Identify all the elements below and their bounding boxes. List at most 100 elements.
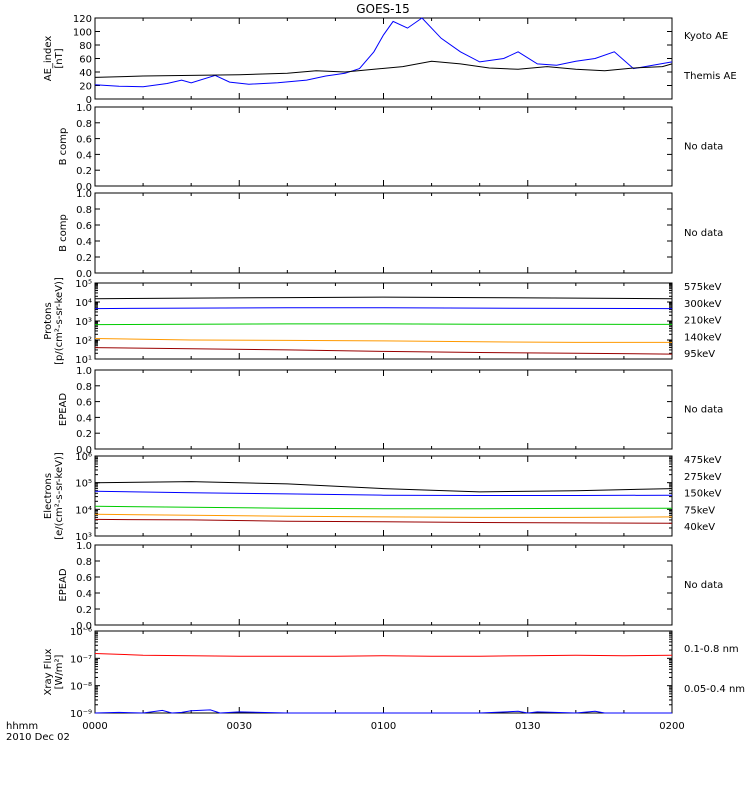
y-axis-label: Protons	[43, 302, 54, 339]
y-tick-label: 1.0	[76, 366, 92, 377]
y-tick-label: 10⁻⁶	[70, 627, 92, 638]
legend-entry: 575keV	[684, 282, 722, 293]
y-tick-label: 0.6	[76, 398, 92, 409]
y-tick-label: 10⁴	[75, 298, 92, 309]
y-tick-label: 10⁻⁸	[70, 682, 92, 693]
panel-frame	[94, 106, 673, 187]
series-line-75kev	[94, 490, 673, 496]
y-tick-label: 0.2	[76, 429, 92, 440]
y-axis-label: [W/m²]	[54, 654, 65, 689]
x-tick-label: 0030	[227, 721, 252, 732]
panel-frame	[94, 630, 673, 714]
y-tick-label: 10⁻⁹	[70, 709, 92, 720]
y-axis-label: EPEAD	[58, 393, 69, 427]
legend-entry: 475keV	[684, 455, 722, 466]
series-line-140kev	[94, 307, 673, 310]
x-tick-label: 0000	[82, 721, 107, 732]
y-axis-label: Electrons	[43, 473, 54, 519]
y-tick-label: 0.8	[76, 205, 92, 216]
y-tick-label: 10⁻⁷	[70, 654, 92, 665]
y-axis-label: [p/(cm²-s-sr-keV)]	[54, 277, 65, 365]
x-tick-label: 0130	[515, 721, 540, 732]
legend-entry: 40keV	[684, 522, 715, 533]
y-axis-label: B comp	[58, 214, 69, 252]
series-line-40kev	[94, 481, 673, 493]
legend-entry: 95keV	[684, 349, 715, 360]
y-tick-label: 10⁵	[75, 279, 92, 290]
y-axis-label: [nT]	[54, 48, 65, 68]
panel-frame	[94, 544, 673, 626]
y-tick-label: 0.8	[76, 557, 92, 568]
series-line-575kev	[94, 347, 673, 355]
y-axis-label: B comp	[58, 128, 69, 166]
panel-electrons: 10³ 10⁴ 10⁵ 10⁶ Electrons [e/(cm²-s-sr-keV)] 4…	[43, 452, 722, 543]
figure-title: GOES-15	[356, 2, 410, 16]
legend-entry: 150keV	[684, 489, 722, 500]
date-label: 2010 Dec 02	[6, 732, 70, 743]
y-tick-label: 20	[79, 82, 92, 93]
series-line-kyoto-ae	[94, 17, 673, 88]
y-axis-label: AE_index	[43, 36, 54, 82]
y-tick-label: 10³	[75, 532, 92, 543]
y-axis-label: EPEAD	[58, 568, 69, 602]
panel-b1: 0.0 0.2 0.4 0.6 0.8 1.0 B comp No data	[58, 103, 723, 193]
y-tick-label: 10¹	[75, 355, 92, 366]
panel-frame	[94, 455, 673, 537]
y-tick-label: 1.0	[76, 103, 92, 114]
legend-entry: 140keV	[684, 332, 722, 343]
y-tick-label: 10⁵	[75, 479, 92, 490]
y-tick-label: 0.8	[76, 382, 92, 393]
y-tick-label: 0.4	[76, 150, 92, 161]
y-tick-label: 100	[73, 28, 92, 39]
x-tick-label: 0200	[659, 721, 684, 732]
series-line-210kev	[94, 323, 673, 326]
y-tick-label: 0.2	[76, 253, 92, 264]
legend-entry: Kyoto AE	[684, 31, 728, 42]
panel-epead2: 0.0 0.2 0.4 0.6 0.8 1.0 EPEAD No data	[58, 541, 723, 632]
series-line-0-05-0-4-nm	[94, 709, 672, 714]
series-line-95kev	[94, 296, 673, 300]
legend-entry: 210keV	[684, 316, 722, 327]
y-tick-label: 0.0	[76, 269, 92, 280]
panel-b2: 0.0 0.2 0.4 0.6 0.8 1.0 B comp No data	[58, 189, 723, 280]
y-tick-label: 0.4	[76, 589, 92, 600]
series-line-275kev	[94, 513, 673, 518]
panel-frame	[94, 369, 673, 450]
y-tick-label: 0.8	[76, 119, 92, 130]
panel-frame	[94, 282, 673, 360]
y-axis-label: [e/(cm²-s-sr-keV)]	[54, 452, 65, 540]
y-tick-label: 40	[79, 68, 92, 79]
y-tick-label: 1.0	[76, 189, 92, 200]
legend-entry: 75keV	[684, 505, 715, 516]
panel-xray: 10⁻⁹ 10⁻⁸ 10⁻⁷ 10⁻⁶ Xray Flux [W/m²] 0.1-0.8 n…	[43, 627, 745, 720]
y-tick-label: 0.2	[76, 605, 92, 616]
series-line-150kev	[94, 505, 673, 510]
legend-entry: No data	[684, 580, 723, 591]
panel-epead1: 0.0 0.2 0.4 0.6 0.8 1.0 EPEAD No data	[58, 366, 723, 456]
series-line-themis-ae	[94, 60, 673, 78]
y-tick-label: 10⁶	[75, 452, 92, 463]
legend-entry: No data	[684, 228, 723, 239]
y-tick-label: 0.4	[76, 237, 92, 248]
series-line-475kev	[94, 518, 673, 524]
panel-frame	[94, 192, 673, 274]
y-tick-label: 0	[86, 95, 92, 106]
legend-entry: 0.05-0.4 nm	[684, 684, 745, 695]
legend-entry: 275keV	[684, 472, 722, 483]
series-line-0-1-0-8-nm	[94, 653, 673, 657]
panels-group: 0 20 40 60 80 100 120 AE_index [nT] Kyoto AE Themi…	[43, 14, 745, 720]
y-tick-label: 0.4	[76, 413, 92, 424]
y-tick-label: 10³	[75, 317, 92, 328]
legend-entry: No data	[684, 142, 723, 153]
panel-ae: 0 20 40 60 80 100 120 AE_index [nT] Kyoto AE Themi…	[43, 14, 737, 106]
y-tick-label: 0.6	[76, 573, 92, 584]
y-tick-label: 60	[79, 55, 92, 66]
y-tick-label: 80	[79, 41, 92, 52]
y-tick-label: 0.0	[76, 182, 92, 193]
y-tick-label: 1.0	[76, 541, 92, 552]
legend-entry: Themis AE	[683, 71, 737, 82]
y-axis-label: Xray Flux	[43, 648, 54, 695]
y-tick-label: 0.6	[76, 221, 92, 232]
y-tick-label: 0.6	[76, 135, 92, 146]
